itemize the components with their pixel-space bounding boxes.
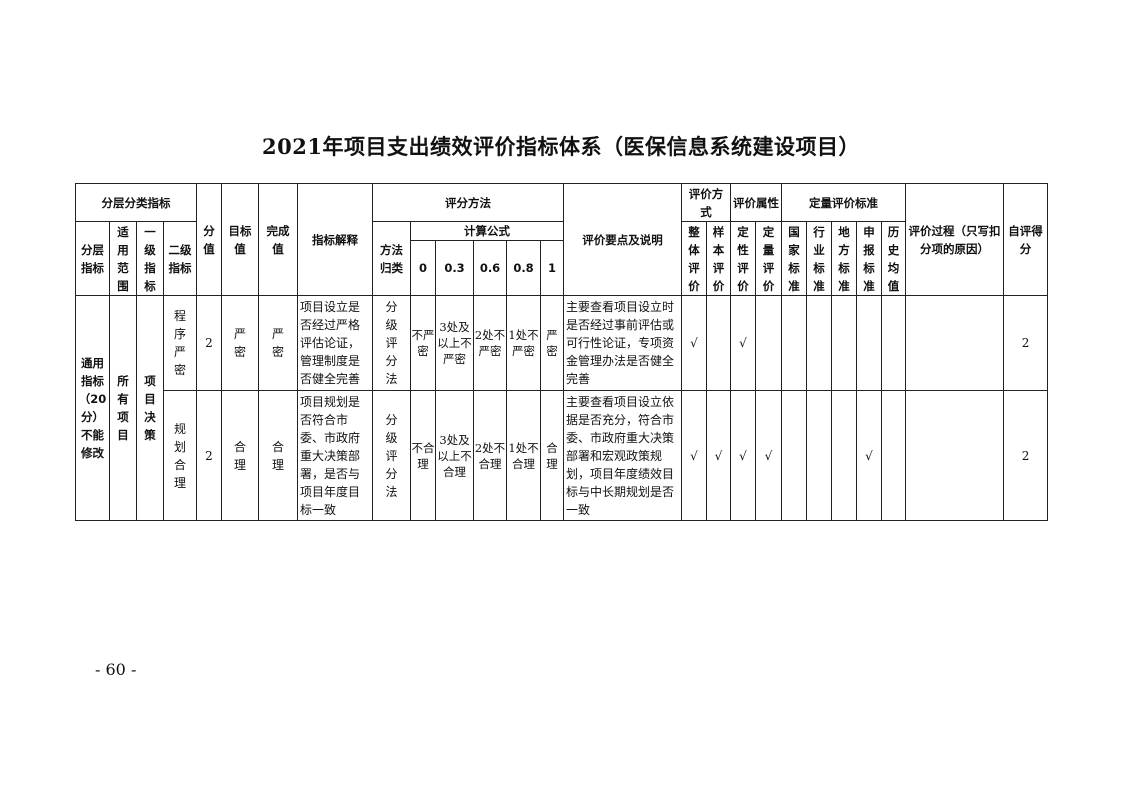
formula-col-08: 0.8 (506, 240, 541, 296)
formula-header: 计算公式 (410, 221, 564, 241)
actual-cell: 合理 (258, 390, 298, 521)
actual-cell: 严密 (258, 295, 298, 391)
process-cell[interactable] (905, 295, 1005, 391)
mark-cell (831, 390, 857, 521)
mark-cell (806, 390, 832, 521)
score-cell: 2 (196, 295, 222, 391)
industry-header: 行业标准 (806, 221, 832, 296)
formula-cell: 2处不合理 (473, 390, 507, 521)
method-type-cell: 分级评分法 (372, 390, 411, 521)
formula-col-06: 0.6 (473, 240, 507, 296)
mark-cell: √ (755, 390, 782, 521)
mark-cell: √ (730, 390, 756, 521)
scope-cell: 所有项目 (109, 295, 137, 521)
points-cell: 主要查看项目设立依据是否充分，符合市委、市政府重大决策部署和宏观政策规划，项目年… (563, 390, 682, 521)
formula-cell: 3处及以上不合理 (435, 390, 474, 521)
quant-std-header: 定量评价标准 (780, 183, 907, 222)
level1-cell: 项目决策 (136, 295, 164, 521)
mark-cell (781, 295, 807, 391)
level2-cell: 规划合理 (163, 390, 197, 521)
explain-cell: 项目设立是否经过严格评估论证，管理制度是否健全完善 (297, 295, 373, 391)
mark-cell: √ (706, 390, 731, 521)
mark-cell (706, 295, 731, 391)
mark-cell (880, 390, 907, 521)
layer-cell: 通用指标（20分）不能修改 (75, 295, 110, 521)
target-cell: 合理 (221, 390, 259, 521)
formula-cell: 严密 (540, 295, 564, 391)
formula-cell: 1处不严密 (506, 295, 541, 391)
target-cell: 严密 (221, 295, 259, 391)
table-row: 通用指标（20分）不能修改 所有项目 项目决策 程序严密 2 严密 严密 项目设… (75, 295, 1049, 521)
target-header: 目标值 (221, 183, 259, 296)
formula-col-1: 1 (540, 240, 564, 296)
sample-header: 样本评价 (706, 221, 731, 296)
page-number: - 60 - (95, 660, 137, 679)
formula-cell: 合理 (540, 390, 564, 521)
self-score-header: 自评得分 (1003, 183, 1049, 296)
mark-cell (755, 295, 782, 391)
mark-cell: √ (730, 295, 756, 391)
mark-cell (781, 390, 807, 521)
group-header: 分层分类指标 (75, 183, 197, 222)
process-cell[interactable] (905, 390, 1005, 521)
indicator-table: 分层分类指标 分值 目标值 完成值 指标解释 评分方法 评价要点及说明 评价方式… (75, 183, 1049, 521)
points-cell: 主要查看项目设立时是否经过事前评估或可行性论证，专项资金管理办法是否健全完善 (563, 295, 682, 391)
declared-header: 申报标准 (856, 221, 882, 296)
explain-cell: 项目规划是否符合市委、市政府重大决策部署，是否与项目年度目标一致 (297, 390, 373, 521)
header-row-1: 分层分类指标 分值 目标值 完成值 指标解释 评分方法 评价要点及说明 评价方式… (75, 183, 1049, 296)
level2-cell: 程序严密 (163, 295, 197, 391)
self-score-cell[interactable]: 2 (1003, 390, 1049, 521)
eval-attr-header: 评价属性 (730, 183, 782, 222)
qual-header: 定性评价 (730, 221, 756, 296)
formula-cell: 不严密 (410, 295, 436, 391)
actual-header: 完成值 (258, 183, 298, 296)
formula-col-03: 0.3 (435, 240, 474, 296)
eval-mode-header: 评价方式 (681, 183, 731, 222)
mark-cell: √ (681, 295, 707, 391)
method-type-cell: 分级评分法 (372, 295, 411, 391)
scope-header: 适用范围 (109, 221, 137, 296)
document-title: 2021年项目支出绩效评价指标体系（医保信息系统建设项目） (262, 134, 860, 159)
formula-cell: 不合理 (410, 390, 436, 521)
quant-header: 定量评价 (755, 221, 782, 296)
layer-header: 分层指标 (75, 221, 110, 296)
header-row-2: 分层指标 适用范围 一级指标 二级指标 方法归类 计算公式 整体评价 样本评价 … (75, 221, 1048, 296)
self-score-cell[interactable]: 2 (1003, 295, 1049, 391)
formula-cell: 1处不合理 (506, 390, 541, 521)
level1-header: 一级指标 (136, 221, 164, 296)
explain-header: 指标解释 (297, 183, 373, 296)
mark-cell: √ (681, 390, 707, 521)
formula-cell: 2处不严密 (473, 295, 507, 391)
process-header: 评价过程（只写扣分项的原因） (905, 183, 1005, 296)
mark-cell (831, 295, 857, 391)
score-cell: 2 (196, 390, 222, 521)
level2-header: 二级指标 (163, 221, 197, 296)
national-header: 国家标准 (781, 221, 807, 296)
mark-cell: √ (856, 390, 882, 521)
score-header: 分值 (196, 183, 222, 296)
method-header: 评分方法 (372, 183, 564, 222)
formula-col-0: 0 (410, 240, 436, 296)
local-header: 地方标准 (831, 221, 857, 296)
method-type-header: 方法归类 (372, 221, 411, 296)
formula-cell: 3处及以上不严密 (435, 295, 474, 391)
table-row: 规划合理 2 合理 合理 项目规划是否符合市委、市政府重大决策部署，是否与项目年… (76, 390, 1049, 521)
history-header: 历史均值 (880, 221, 907, 296)
header-row-3: 0 0.3 0.6 0.8 1 (76, 240, 1048, 296)
mark-cell (806, 295, 832, 391)
whole-header: 整体评价 (681, 221, 707, 296)
points-header: 评价要点及说明 (563, 183, 682, 296)
mark-cell (880, 295, 907, 391)
mark-cell (856, 295, 882, 391)
